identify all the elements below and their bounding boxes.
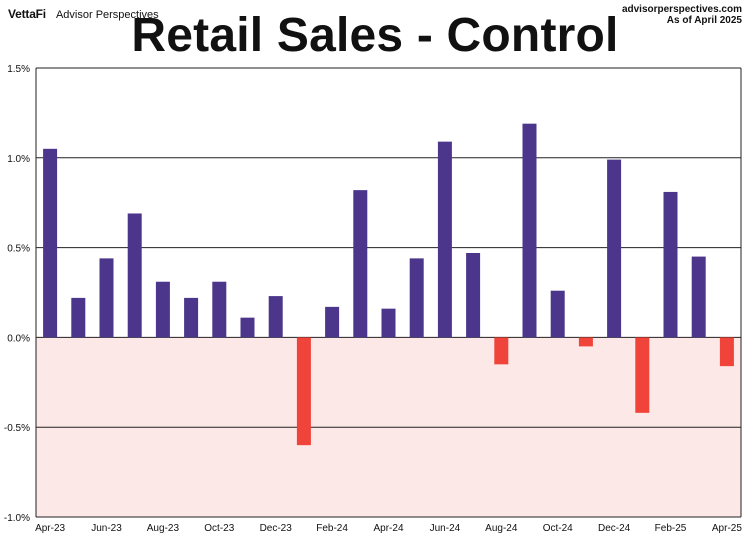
x-tick-label: Feb-25 bbox=[655, 523, 687, 534]
brand-header: VettaFi Advisor Perspectives bbox=[8, 7, 159, 21]
bar-Mar-25 bbox=[691, 256, 706, 338]
brand-name: Advisor Perspectives bbox=[55, 9, 159, 21]
bar-Dec-23 bbox=[268, 296, 283, 338]
bar-Aug-23 bbox=[155, 281, 170, 338]
bar-Feb-25 bbox=[663, 191, 678, 338]
chart-title: Retail Sales - Control bbox=[131, 9, 619, 62]
bar-Aug-24 bbox=[494, 337, 509, 365]
bar-Jul-23 bbox=[127, 213, 142, 338]
y-tick-label: 0.5% bbox=[7, 244, 30, 255]
x-tick-label: Aug-23 bbox=[147, 523, 180, 534]
bar-Oct-24 bbox=[550, 290, 565, 338]
as-of-date: As of April 2025 bbox=[666, 15, 742, 26]
source-site: advisorperspectives.com bbox=[621, 4, 742, 15]
bar-Jul-24 bbox=[466, 252, 481, 338]
bar-Oct-23 bbox=[212, 281, 227, 338]
bar-Sep-24 bbox=[522, 123, 537, 338]
y-tick-label: 0.0% bbox=[7, 333, 30, 344]
bar-Dec-24 bbox=[607, 159, 622, 338]
x-tick-label: Dec-23 bbox=[260, 523, 293, 534]
bar-Apr-25 bbox=[719, 337, 734, 367]
x-tick-label: Jun-24 bbox=[430, 523, 461, 534]
bar-Sep-23 bbox=[184, 297, 199, 338]
bar-Apr-23 bbox=[43, 148, 58, 338]
y-tick-label: -1.0% bbox=[4, 513, 30, 524]
vettafi-logo: VettaFi bbox=[8, 7, 46, 21]
x-tick-label: Oct-23 bbox=[204, 523, 234, 534]
bar-Jun-24 bbox=[437, 141, 452, 338]
bar-Nov-23 bbox=[240, 317, 255, 338]
bar-Jun-23 bbox=[99, 258, 114, 338]
source-info: advisorperspectives.com As of April 2025 bbox=[622, 4, 742, 26]
bar-Feb-24 bbox=[325, 306, 340, 338]
bar-May-23 bbox=[71, 297, 86, 338]
x-tick-label: Oct-24 bbox=[543, 523, 573, 534]
x-tick-label: Apr-25 bbox=[712, 523, 742, 534]
bar-Apr-24 bbox=[381, 308, 396, 338]
x-tick-label: Apr-23 bbox=[35, 523, 65, 534]
bar-Mar-24 bbox=[353, 190, 368, 338]
bar-Nov-24 bbox=[578, 337, 593, 347]
x-tick-label: Aug-24 bbox=[485, 523, 518, 534]
y-tick-label: 1.5% bbox=[7, 64, 30, 75]
x-tick-label: Jun-23 bbox=[91, 523, 122, 534]
x-tick-label: Apr-24 bbox=[373, 523, 403, 534]
y-tick-label: 1.0% bbox=[7, 154, 30, 165]
x-tick-label: Dec-24 bbox=[598, 523, 631, 534]
bar-May-24 bbox=[409, 258, 424, 338]
bar-Jan-24 bbox=[296, 337, 311, 446]
x-tick-label: Feb-24 bbox=[316, 523, 348, 534]
bar-Jan-25 bbox=[635, 337, 650, 413]
y-tick-label: -0.5% bbox=[4, 423, 30, 434]
